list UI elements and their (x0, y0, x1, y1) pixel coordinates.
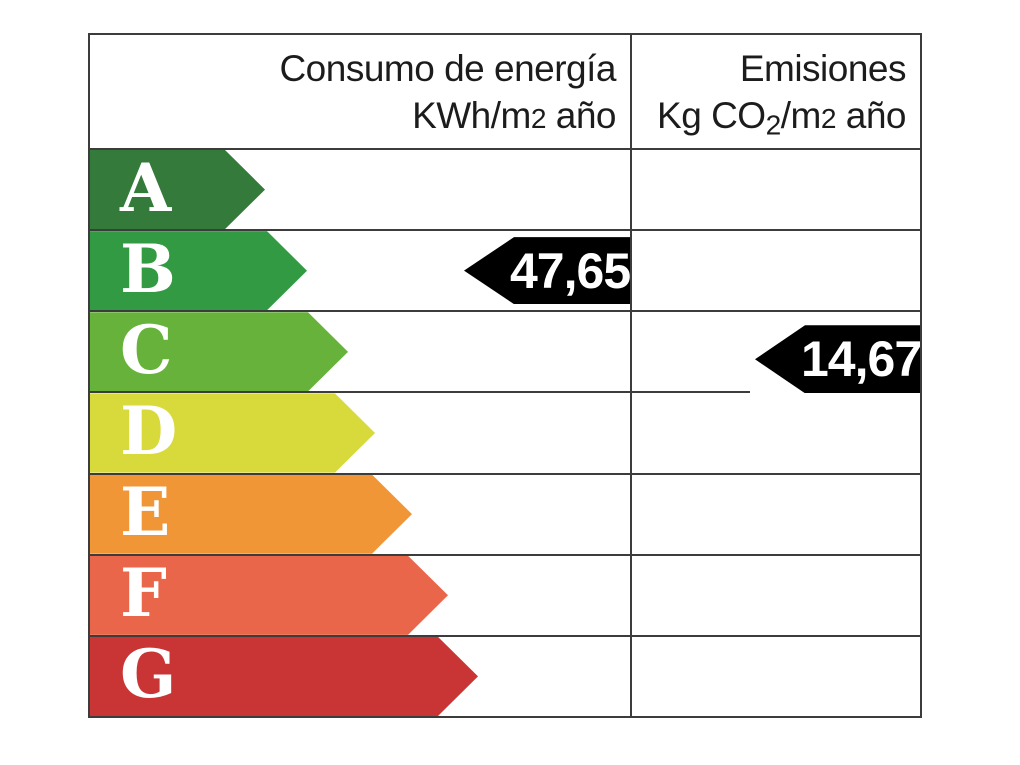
emissions-unit-exponent: 2 (820, 103, 837, 134)
consumption-unit-pre: KWh/m (412, 95, 531, 136)
rating-row-e: E (90, 475, 920, 556)
grade-arrow-c: C (90, 312, 348, 391)
emissions-co2-subscript: 2 (765, 109, 782, 141)
emissions-value-arrow: 14,67 (755, 325, 922, 394)
emissions-header-line1: Emisiones (739, 48, 907, 89)
emissions-unit-mid: /m (780, 95, 822, 136)
emissions-header-line2: Kg CO2/m2 año (630, 92, 906, 149)
grade-letter-e: E (120, 473, 171, 552)
rating-row-c: C 14,67 (90, 312, 922, 404)
grade-arrow-d: D (90, 393, 375, 472)
grade-arrow-f: F (90, 556, 448, 635)
consumption-column-header: Consumo de energía KWh/m2 año (90, 35, 630, 148)
grade-arrow-a: A (90, 150, 265, 229)
rating-row-g: G (90, 637, 920, 716)
consumption-unit-exponent: 2 (530, 103, 547, 134)
consumption-unit-post: año (545, 95, 617, 136)
rating-row-f: F (90, 556, 920, 637)
consumption-value: 47,65 (510, 242, 631, 299)
column-divider (630, 35, 632, 716)
grade-arrow-g: G (90, 637, 478, 716)
emissions-column-header: Emisiones Kg CO2/m2 año (630, 35, 920, 148)
grade-letter-c: C (120, 310, 173, 389)
consumption-value-arrow: 47,65 (464, 237, 631, 305)
grade-letter-f: F (120, 554, 167, 633)
emissions-value: 14,67 (801, 331, 922, 388)
emissions-unit-pre: Kg CO (657, 95, 766, 136)
consumption-header-line1: Consumo de energía (279, 48, 616, 89)
rating-table: Consumo de energía KWh/m2 año Emisiones … (88, 33, 922, 718)
grade-arrow-b: B (90, 231, 307, 310)
rating-row-a: A (90, 150, 920, 232)
emissions-unit-post: año (835, 95, 907, 136)
rating-row-d: D (90, 393, 920, 475)
grade-letter-a: A (120, 148, 172, 227)
grade-letter-b: B (120, 229, 176, 308)
consumption-header-line2: KWh/m2 año (90, 92, 616, 142)
grade-letter-g: G (120, 635, 177, 714)
grade-arrow-e: E (90, 475, 412, 554)
rating-row-b: B 47,65 (90, 231, 920, 313)
table-header: Consumo de energía KWh/m2 año Emisiones … (90, 35, 920, 150)
rating-rows: A B 47,65 C 14,67 (90, 150, 920, 716)
grade-letter-d: D (120, 391, 178, 470)
